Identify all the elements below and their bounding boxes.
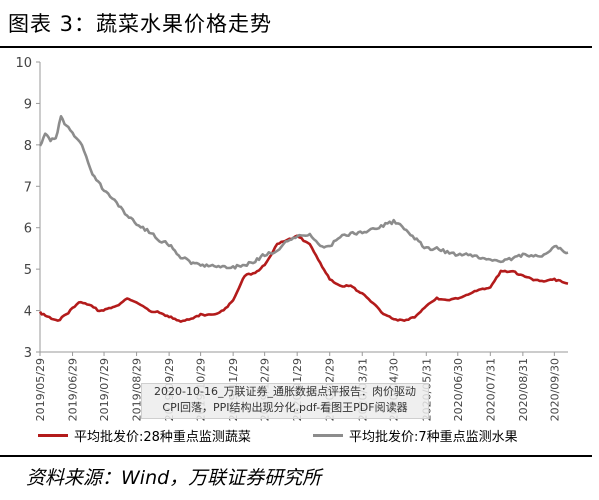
- source-divider: [0, 455, 592, 457]
- page-title: 图表 3：蔬菜水果价格走势: [8, 12, 273, 36]
- legend-vegetable-swatch: [38, 434, 68, 437]
- watermark-overlay: 2020-10-16_万联证券_通胀数据点评报告：肉价驱动 CPI回落，PPI结…: [141, 383, 429, 419]
- y-tick-label: 5: [24, 263, 32, 278]
- watermark-line-1: 2020-10-16_万联证券_通胀数据点评报告：肉价驱动: [154, 385, 416, 398]
- legend-fruit-label: 平均批发价:7种重点监测水果: [349, 430, 518, 445]
- chart-series: [38, 115, 569, 323]
- vegetable-price-line: [38, 234, 569, 323]
- x-tick-label: 2019/06/29: [67, 358, 80, 421]
- x-tick-label: 2020/06/30: [452, 358, 465, 421]
- y-tick-label: 6: [24, 222, 32, 237]
- y-tick-label: 8: [24, 139, 32, 154]
- fruit-price-line: [38, 115, 569, 270]
- x-tick-label: 2019/07/29: [98, 358, 111, 421]
- x-tick-label: 2019/05/29: [34, 358, 47, 421]
- title-divider: [0, 46, 592, 48]
- legend-fruit-swatch: [313, 434, 343, 437]
- legend-vegetable-label: 平均批发价:28种重点监测蔬菜: [74, 430, 251, 445]
- x-tick-label: 2020/07/31: [484, 358, 497, 421]
- source-note: 资料来源：Wind，万联证券研究所: [26, 467, 322, 489]
- legend-fruit: 平均批发价:7种重点监测水果: [313, 426, 518, 445]
- x-tick-label: 2020/09/30: [548, 358, 561, 421]
- watermark-line-2: CPI回落，PPI结构出现分化.pdf-看图王PDF阅读器: [162, 401, 408, 414]
- y-tick-label: 9: [24, 97, 32, 112]
- y-tick-label: 4: [24, 305, 32, 320]
- legend-vegetable: 平均批发价:28种重点监测蔬菜: [38, 426, 251, 445]
- x-tick-label: 2019/08/29: [131, 358, 144, 421]
- y-tick-label: 7: [24, 180, 32, 195]
- x-tick-label: 2020/08/31: [517, 358, 530, 421]
- y-tick-label: 3: [24, 346, 32, 361]
- y-tick-label: 10: [15, 56, 32, 71]
